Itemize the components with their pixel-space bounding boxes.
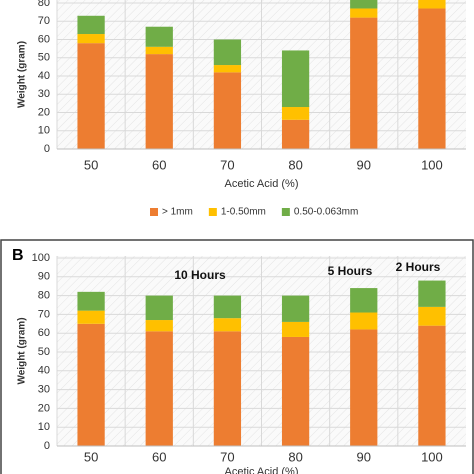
y-tick-label: 70 — [38, 308, 50, 320]
bar-segment — [281, 321, 310, 337]
annotation: 2 Hours — [396, 260, 441, 274]
y-axis-label: Weight (gram) — [17, 41, 28, 108]
bar-segment — [213, 318, 242, 332]
bar-segment — [418, 280, 446, 307]
bar-segment — [350, 0, 378, 9]
x-tick-label: 50 — [84, 449, 98, 464]
bar-segment — [350, 312, 378, 330]
y-tick-label: 0 — [44, 143, 50, 155]
x-tick-label: 50 — [84, 157, 98, 172]
bar-segment — [145, 46, 173, 55]
x-tick-label: 70 — [220, 449, 234, 464]
x-tick-label: 90 — [357, 157, 371, 172]
bar-segment — [77, 323, 105, 446]
legend-swatch — [281, 208, 290, 216]
bar-segment — [145, 26, 173, 47]
y-tick-label: 60 — [38, 327, 50, 339]
bar-segment — [418, 325, 446, 446]
bar-segment — [213, 295, 242, 319]
bar-segment — [213, 331, 242, 446]
bar-segment — [418, 306, 446, 326]
x-tick-label: 60 — [152, 157, 166, 172]
bar-segment — [145, 295, 173, 321]
bar-segment — [418, 0, 446, 9]
bar-segment — [350, 288, 378, 313]
y-tick-label: 80 — [38, 290, 50, 302]
y-tick-label: 20 — [38, 402, 50, 414]
x-axis-label: Acetic Acid (%) — [225, 466, 299, 474]
legend-label: 0.50-0.063mm — [294, 207, 358, 218]
y-tick-label: 100 — [32, 252, 50, 264]
bar-segment — [77, 310, 105, 324]
x-tick-label: 70 — [220, 157, 234, 172]
bar-segment — [145, 54, 173, 149]
y-tick-label: 0 — [44, 440, 50, 452]
y-tick-label: 30 — [38, 88, 50, 100]
bar-segment — [213, 65, 242, 73]
y-tick-label: 40 — [38, 365, 50, 377]
bar-segment — [418, 8, 446, 149]
bar-segment — [213, 39, 242, 66]
bar-segment — [350, 17, 378, 149]
x-tick-label: 80 — [288, 157, 302, 172]
y-tick-label: 40 — [38, 70, 50, 82]
bar-segment — [77, 15, 105, 35]
legend-label: 1-0.50mm — [221, 207, 266, 218]
y-tick-label: 10 — [38, 421, 50, 433]
bar-segment — [281, 50, 310, 108]
bar-segment — [213, 72, 242, 149]
bar-segment — [77, 43, 105, 149]
bar-segment — [145, 320, 173, 332]
panel: 0 10 20 30 40 50 60 70 80 50 60 70 80 90 100 Acetic Aci… — [17, 0, 466, 190]
y-tick-label: 50 — [38, 52, 50, 64]
y-tick-label: 50 — [38, 346, 50, 358]
y-axis-label: Weight (gram) — [17, 317, 28, 384]
y-tick-label: 70 — [38, 15, 50, 27]
bar-segment — [281, 119, 310, 149]
x-tick-label: 100 — [421, 449, 443, 464]
bar-segment — [145, 331, 173, 446]
bar-segment — [350, 329, 378, 446]
y-tick-label: 90 — [38, 271, 50, 283]
panel-label: B — [12, 247, 24, 264]
annotation: 10 Hours — [174, 268, 226, 282]
bar-segment — [281, 107, 310, 120]
annotation: 5 Hours — [328, 264, 373, 278]
y-tick-label: 30 — [38, 384, 50, 396]
x-tick-label: 80 — [288, 449, 302, 464]
y-tick-label: 10 — [38, 125, 50, 137]
bar-segment — [281, 336, 310, 446]
y-tick-label: 60 — [38, 33, 50, 45]
y-tick-label: 80 — [38, 0, 50, 9]
bar-segment — [77, 291, 105, 311]
bar-segment — [77, 34, 105, 44]
panel: 0 10 20 30 40 50 60 70 80 90 100 50 60 70 80 90 100 Aceti… — [17, 252, 466, 474]
x-tick-label: 90 — [357, 449, 371, 464]
legend-swatch — [150, 208, 158, 216]
panel-frame — [0, 239, 474, 474]
x-axis-label: Acetic Acid (%) — [225, 178, 299, 190]
bar-segment — [281, 295, 310, 322]
y-tick-label: 20 — [38, 106, 50, 118]
legend-label: > 1mm — [162, 207, 193, 218]
x-tick-label: 60 — [152, 449, 166, 464]
bar-segment — [350, 8, 378, 18]
x-tick-label: 100 — [421, 157, 443, 172]
legend-swatch — [208, 208, 217, 216]
